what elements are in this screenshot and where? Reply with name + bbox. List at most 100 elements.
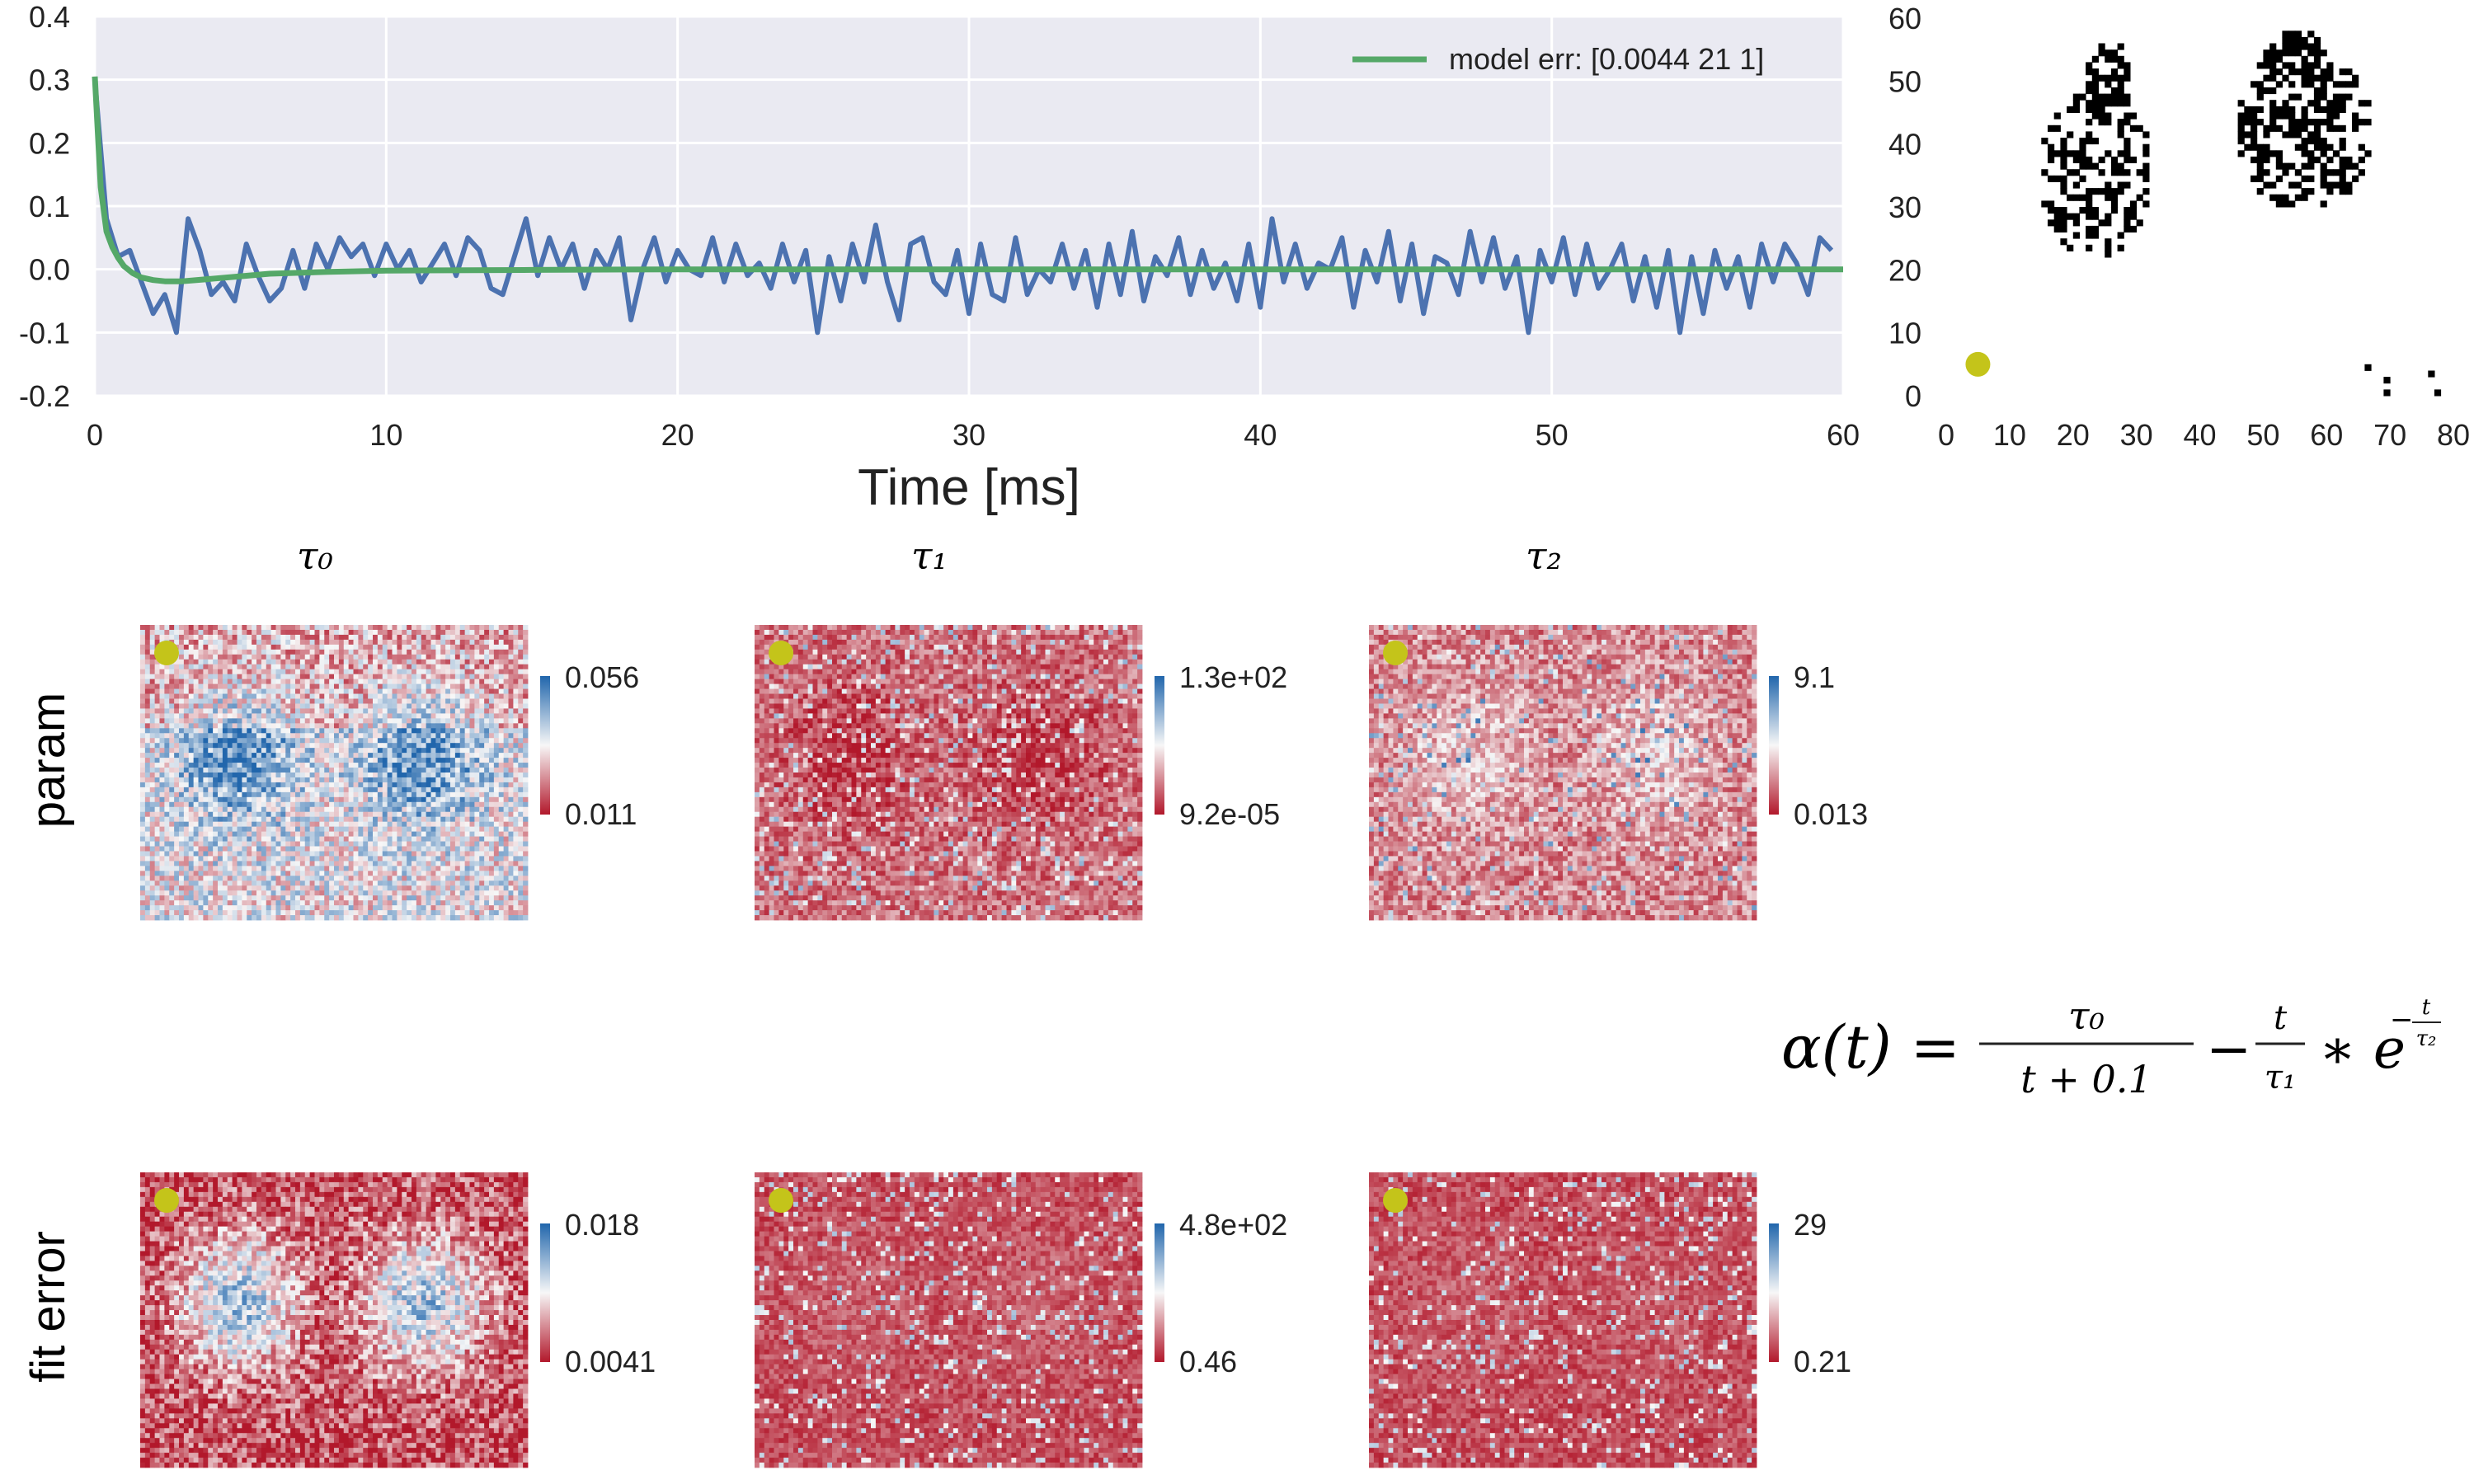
heatmap-cell bbox=[334, 758, 340, 763]
heatmap-cell bbox=[329, 806, 335, 813]
heatmap-cell bbox=[208, 768, 214, 773]
mask-cell bbox=[2307, 49, 2315, 57]
heatmap-cell bbox=[464, 811, 470, 818]
heatmap-cell bbox=[193, 826, 199, 832]
heatmap-cell bbox=[358, 856, 364, 862]
heatmap-cell bbox=[454, 679, 461, 684]
heatmap-cell bbox=[324, 895, 330, 901]
heatmap-cell bbox=[435, 683, 441, 689]
heatmap-cell bbox=[252, 826, 257, 832]
heatmap-cell bbox=[348, 723, 354, 729]
heatmap-cell bbox=[416, 659, 422, 665]
heatmap-cell bbox=[140, 831, 146, 837]
heatmap-cell bbox=[280, 846, 286, 852]
heatmap-cell bbox=[503, 713, 509, 719]
heatmap-cell bbox=[377, 669, 383, 675]
heatmap-cell bbox=[430, 743, 436, 749]
heatmap-cell bbox=[397, 796, 402, 803]
heatmap-cell bbox=[237, 836, 242, 842]
heatmap-cell bbox=[454, 703, 461, 709]
heatmap-cell bbox=[198, 787, 204, 793]
heatmap-cell bbox=[358, 679, 364, 684]
heatmap-cell bbox=[237, 634, 242, 641]
heatmap-cell bbox=[208, 639, 214, 646]
heatmap-cell bbox=[193, 806, 199, 813]
heatmap-cell bbox=[454, 821, 461, 828]
heatmap-cell bbox=[193, 758, 199, 763]
mask-cell bbox=[2124, 62, 2131, 69]
heatmap-cell bbox=[484, 846, 490, 852]
heatmap-cell bbox=[174, 683, 180, 689]
heatmap-cell bbox=[454, 851, 461, 857]
heatmap-cell bbox=[309, 871, 315, 876]
heatmap-cell bbox=[314, 861, 320, 866]
mask-cell bbox=[2256, 106, 2264, 113]
heatmap-cell bbox=[484, 777, 490, 783]
heatmap-cell bbox=[479, 796, 485, 803]
heatmap-cell bbox=[489, 625, 495, 631]
heatmap-cell bbox=[498, 654, 505, 660]
mask-cell bbox=[2313, 62, 2321, 69]
heatmap-cell bbox=[387, 698, 393, 704]
heatmap-cell bbox=[382, 866, 388, 871]
heatmap-cell bbox=[159, 708, 165, 714]
heatmap-cell bbox=[280, 773, 286, 778]
heatmap-cell bbox=[275, 644, 281, 650]
heatmap-cell bbox=[183, 821, 190, 828]
heatmap-cell bbox=[275, 831, 281, 837]
heatmap-cell bbox=[358, 698, 364, 704]
heatmap-cell bbox=[382, 669, 388, 675]
heatmap-cell bbox=[450, 777, 456, 783]
heatmap-cell bbox=[188, 831, 195, 837]
heatmap-cell bbox=[484, 791, 490, 798]
heatmap-cell bbox=[353, 688, 359, 694]
heatmap-cell bbox=[208, 723, 214, 729]
heatmap-cell bbox=[407, 816, 412, 823]
heatmap-cell bbox=[304, 895, 311, 901]
heatmap-cell bbox=[154, 782, 160, 788]
heatmap-cell bbox=[489, 861, 495, 866]
mask-cell bbox=[2269, 106, 2277, 113]
mask-cell bbox=[2263, 131, 2270, 139]
heatmap-cell bbox=[484, 728, 490, 734]
heatmap-cell bbox=[392, 841, 397, 847]
heatmap-cell bbox=[416, 693, 422, 699]
heatmap-cell bbox=[493, 763, 500, 768]
heatmap-cell bbox=[518, 728, 524, 734]
heatmap-cell bbox=[179, 811, 185, 818]
mask-cell bbox=[2282, 194, 2289, 201]
heatmap-cell bbox=[222, 782, 228, 788]
heatmap-cell bbox=[392, 649, 397, 655]
heatmap-cell bbox=[445, 688, 451, 694]
heatmap-cell bbox=[183, 861, 190, 866]
heatmap-cell bbox=[164, 625, 170, 631]
heatmap-cell bbox=[358, 876, 364, 881]
heatmap-cell bbox=[445, 763, 451, 768]
heatmap-cell bbox=[348, 826, 354, 832]
heatmap-cell bbox=[247, 791, 252, 798]
heatmap-cell bbox=[198, 768, 204, 773]
heatmap-cell bbox=[329, 831, 335, 837]
heatmap-cell bbox=[149, 634, 156, 641]
heatmap-cell bbox=[159, 683, 165, 689]
heatmap-cell bbox=[334, 634, 340, 641]
heatmap-cell bbox=[518, 791, 524, 798]
heatmap-cell bbox=[222, 639, 228, 646]
heatmap-cell bbox=[183, 900, 190, 906]
heatmap-cell bbox=[188, 708, 195, 714]
heatmap-cell bbox=[242, 787, 247, 793]
heatmap-cell bbox=[412, 649, 417, 655]
heatmap-cell bbox=[489, 782, 495, 788]
heatmap-cell bbox=[299, 664, 306, 670]
heatmap-cell bbox=[454, 634, 461, 641]
heatmap-cell bbox=[252, 866, 257, 871]
heatmap-cell bbox=[338, 625, 345, 631]
heatmap-cell bbox=[503, 791, 509, 798]
heatmap-cell bbox=[329, 713, 335, 719]
heatmap-cell bbox=[218, 773, 223, 778]
heatmap-cell bbox=[314, 773, 320, 778]
heatmap-cell bbox=[144, 856, 151, 862]
heatmap-cell bbox=[412, 821, 417, 828]
heatmap-cell bbox=[222, 885, 228, 891]
heatmap-cell bbox=[445, 718, 451, 724]
